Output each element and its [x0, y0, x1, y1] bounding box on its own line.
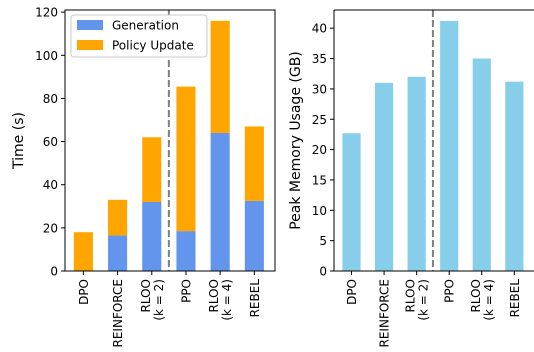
bar-3: [440, 20, 459, 271]
y-tick-label: 30: [312, 82, 327, 96]
x-tick-label: RLOO(k = 2): [404, 279, 431, 321]
chart-1: 0 5 10 15 20 25 30 35 40 DPO REINFORCE RLOO(k = 2) P…: [288, 9, 534, 347]
legend-swatch-0: [77, 20, 103, 30]
y-tick-label: 0: [319, 265, 327, 279]
y-tick-label: 15: [312, 173, 327, 187]
y-tick-label: 0: [50, 265, 58, 279]
bar-generation-3: [176, 231, 196, 271]
y-tick-label: 25: [312, 113, 327, 127]
bar-policy-update-0: [73, 232, 93, 271]
bar-5: [505, 81, 524, 271]
bar-2: [407, 76, 426, 271]
x-tick-label: REBEL: [248, 279, 262, 318]
legend-swatch-1: [77, 40, 103, 50]
y-tick-label: 80: [43, 92, 58, 106]
y-tick-label: 60: [43, 135, 58, 149]
y-axis-label: Time (s): [11, 112, 27, 170]
y-tick-label: 20: [43, 221, 58, 235]
x-tick-label: RLOO(k = 4): [469, 279, 496, 321]
axes-frame: [333, 9, 534, 272]
x-tick-label: DPO: [77, 279, 91, 305]
bar-generation-2: [142, 201, 162, 271]
bar-generation-5: [244, 200, 264, 271]
x-tick-label: DPO: [345, 279, 359, 305]
bar-1: [374, 82, 394, 271]
y-axis-label: Peak Memory Usage (GB): [288, 51, 304, 230]
y-tick-label: 35: [312, 52, 327, 66]
legend-frame: [70, 14, 208, 58]
x-tick-label: PPO: [179, 279, 193, 303]
bar-policy-update-4: [210, 20, 230, 133]
chart-0: 0 20 40 60 80 100 120 DPO REINFORCE RLOO(k = 2) PP…: [11, 6, 276, 347]
bar-generation-1: [108, 235, 128, 271]
x-tick-label: RLOO(k = 4): [207, 279, 234, 321]
axes-frame: [64, 9, 276, 272]
x-tick-label: REINFORCE: [378, 279, 392, 347]
bar-0: [342, 133, 361, 271]
y-tick-label: 120: [35, 6, 58, 20]
y-tick-label: 100: [35, 49, 58, 63]
legend: Generation Policy Update: [70, 14, 208, 58]
y-tick-label: 40: [312, 22, 327, 36]
x-tick-label: PPO: [443, 279, 457, 303]
bar-generation-4: [210, 132, 230, 271]
y-tick-label: 5: [319, 234, 327, 248]
y-tick-label: 10: [312, 204, 327, 218]
bar-policy-update-5: [244, 126, 264, 201]
bar-policy-update-1: [108, 199, 128, 236]
bar-policy-update-2: [142, 137, 162, 202]
x-tick-label: RLOO(k = 2): [139, 279, 166, 321]
y-tick-label: 40: [43, 178, 58, 192]
bar-4: [472, 58, 491, 272]
bar-policy-update-3: [176, 86, 196, 232]
x-tick-label: REBEL: [508, 279, 522, 318]
x-tick-label: REINFORCE: [111, 279, 125, 347]
legend-label-0: Generation: [112, 19, 179, 33]
legend-label-1: Policy Update: [112, 39, 194, 53]
y-tick-label: 20: [312, 143, 327, 157]
